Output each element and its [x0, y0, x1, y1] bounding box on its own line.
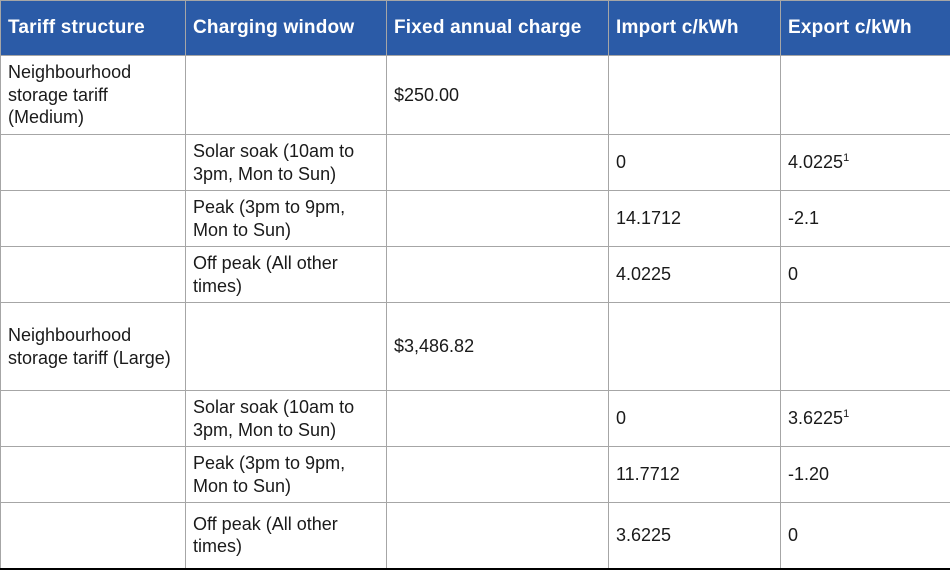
cell-export-c-kwh: 4.02251 — [781, 135, 950, 191]
cell-import-c-kwh — [609, 56, 781, 135]
cell-import-c-kwh: 4.0225 — [609, 247, 781, 303]
cell-import-c-kwh: 3.6225 — [609, 503, 781, 569]
cell-import-c-kwh: 14.1712 — [609, 191, 781, 247]
header-export-c-kwh: Export c/kWh — [781, 1, 950, 56]
cell-tariff-structure — [1, 447, 186, 503]
cell-tariff-structure — [1, 391, 186, 447]
cell-charging-window: Peak (3pm to 9pm, Mon to Sun) — [186, 191, 387, 247]
cell-export-c-kwh — [781, 56, 950, 135]
table-row: Peak (3pm to 9pm, Mon to Sun) 14.1712-2.1 — [1, 191, 950, 247]
header-charging-window: Charging window — [186, 1, 387, 56]
cell-export-c-kwh — [781, 303, 950, 391]
header-import-c-kwh: Import c/kWh — [609, 1, 781, 56]
cell-fixed-annual-charge — [387, 135, 609, 191]
table-row: Neighbourhood storage tariff (Medium) $25… — [1, 56, 950, 135]
cell-fixed-annual-charge: $250.00 — [387, 56, 609, 135]
header-fixed-annual-charge: Fixed annual charge — [387, 1, 609, 56]
cell-fixed-annual-charge — [387, 503, 609, 569]
cell-tariff-structure — [1, 503, 186, 569]
cell-export-c-kwh: 0 — [781, 503, 950, 569]
cell-fixed-annual-charge — [387, 447, 609, 503]
cell-import-c-kwh: 0 — [609, 135, 781, 191]
cell-export-c-kwh: -2.1 — [781, 191, 950, 247]
cell-charging-window — [186, 56, 387, 135]
cell-charging-window: Off peak (All other times) — [186, 247, 387, 303]
cell-tariff-structure — [1, 135, 186, 191]
cell-import-c-kwh: 0 — [609, 391, 781, 447]
cell-tariff-structure — [1, 191, 186, 247]
cell-export-c-kwh: 3.62251 — [781, 391, 950, 447]
cell-fixed-annual-charge — [387, 391, 609, 447]
table-row: Peak (3pm to 9pm, Mon to Sun) 11.7712-1.2… — [1, 447, 950, 503]
cell-charging-window — [186, 303, 387, 391]
table-body: Neighbourhood storage tariff (Medium) $25… — [1, 56, 950, 569]
cell-fixed-annual-charge — [387, 247, 609, 303]
cell-charging-window: Solar soak (10am to 3pm, Mon to Sun) — [186, 135, 387, 191]
table-header-row: Tariff structure Charging window Fixed a… — [1, 1, 950, 56]
cell-import-c-kwh — [609, 303, 781, 391]
footnote-marker: 1 — [843, 408, 849, 420]
cell-export-c-kwh: -1.20 — [781, 447, 950, 503]
cell-fixed-annual-charge: $3,486.82 — [387, 303, 609, 391]
cell-charging-window: Solar soak (10am to 3pm, Mon to Sun) — [186, 391, 387, 447]
footnote-marker: 1 — [843, 152, 849, 164]
cell-tariff-structure — [1, 247, 186, 303]
cell-fixed-annual-charge — [387, 191, 609, 247]
header-tariff-structure: Tariff structure — [1, 1, 186, 56]
cell-tariff-structure: Neighbourhood storage tariff (Large) — [1, 303, 186, 391]
cell-tariff-structure: Neighbourhood storage tariff (Medium) — [1, 56, 186, 135]
cell-import-c-kwh: 11.7712 — [609, 447, 781, 503]
table-row: Neighbourhood storage tariff (Large) $3,4… — [1, 303, 950, 391]
cell-charging-window: Off peak (All other times) — [186, 503, 387, 569]
cell-export-c-kwh: 0 — [781, 247, 950, 303]
cell-charging-window: Peak (3pm to 9pm, Mon to Sun) — [186, 447, 387, 503]
